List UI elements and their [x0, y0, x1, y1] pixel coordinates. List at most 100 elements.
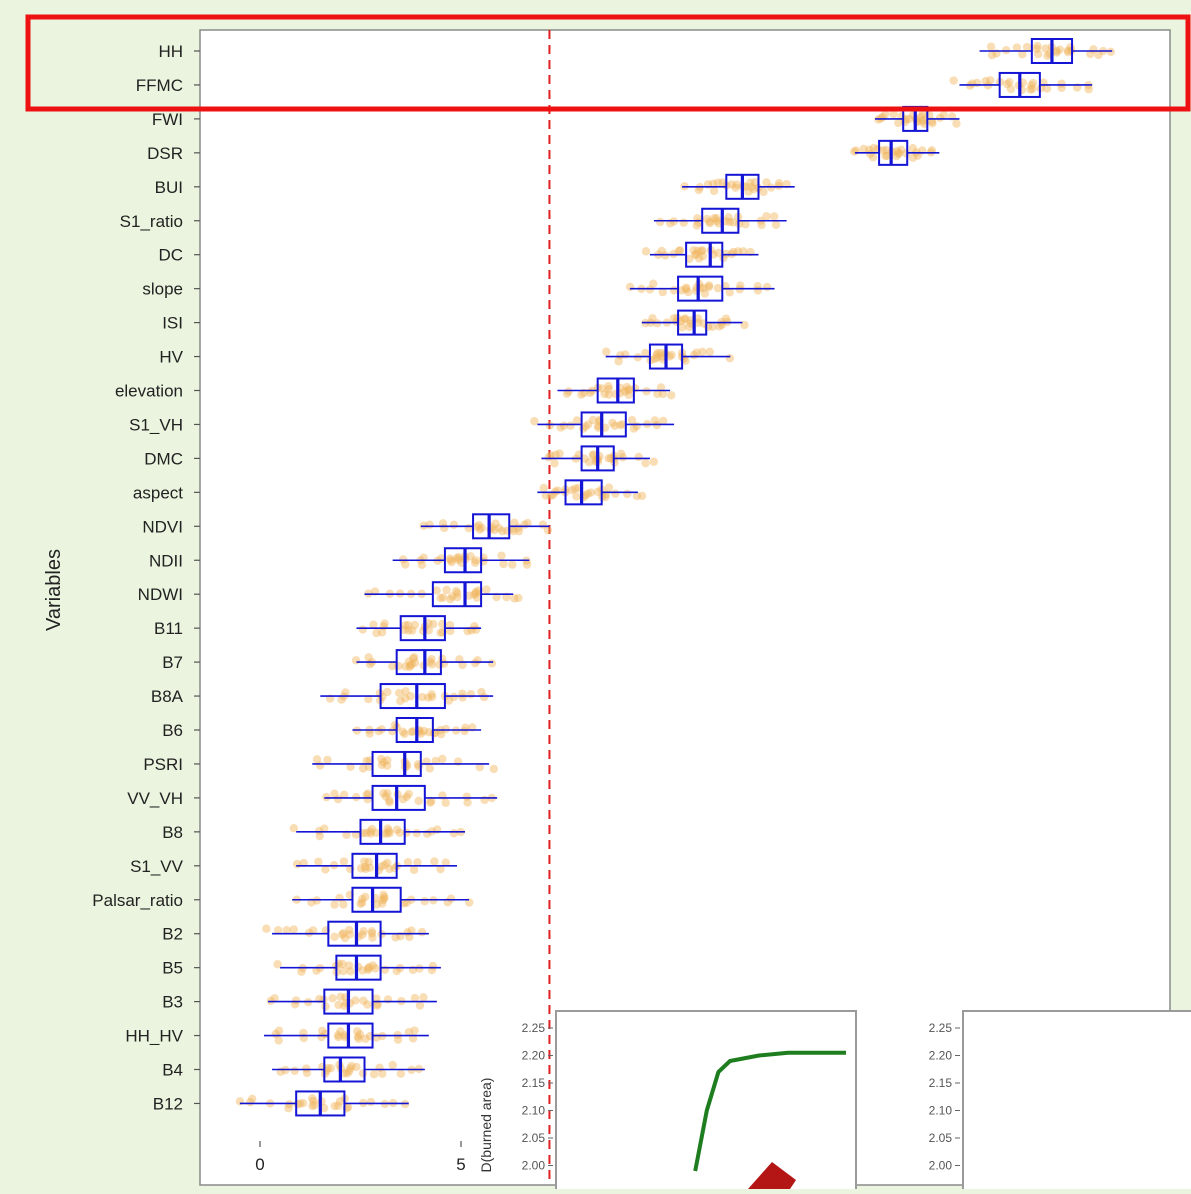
- scatter-point: [928, 119, 937, 128]
- scatter-point: [987, 51, 997, 60]
- scatter-point: [869, 143, 878, 153]
- scatter-point: [952, 119, 961, 128]
- scatter-point: [572, 416, 582, 425]
- scatter-point: [365, 962, 374, 972]
- scatter-point: [427, 660, 437, 669]
- scatter-point: [1026, 85, 1035, 94]
- scatter-point: [624, 390, 633, 400]
- scatter-point: [371, 964, 380, 973]
- scatter-point: [385, 864, 394, 874]
- box-iqr: [685, 241, 724, 268]
- box-iqr: [580, 411, 627, 438]
- scatter-point: [757, 220, 766, 230]
- scatter-point: [472, 593, 482, 602]
- scatter-point: [441, 724, 451, 734]
- scatter-point: [361, 892, 370, 902]
- scatter-point: [750, 178, 760, 187]
- scatter-point: [475, 525, 485, 534]
- scatter-point: [725, 217, 734, 227]
- scatter-point: [419, 993, 428, 1002]
- scatter-point: [336, 1027, 345, 1036]
- scatter-point: [338, 959, 347, 969]
- scatter-point: [705, 219, 715, 228]
- scatter-point: [432, 586, 441, 595]
- scatter-point: [420, 897, 429, 906]
- scatter-point: [986, 76, 995, 85]
- scatter-point: [448, 592, 457, 601]
- scatter-point: [463, 626, 472, 636]
- scatter-point: [586, 488, 596, 497]
- y-tick-label: B7: [162, 653, 183, 672]
- inset-y-tick-label: 2.25: [522, 1021, 546, 1035]
- boxplot-row-DC: [641, 241, 759, 268]
- scatter-point: [689, 245, 698, 255]
- scatter-point: [908, 153, 918, 163]
- scatter-point: [358, 1069, 368, 1078]
- scatter-point: [656, 383, 666, 392]
- scatter-point: [383, 824, 392, 833]
- scatter-point: [669, 314, 679, 323]
- scatter-point: [367, 929, 377, 938]
- scatter-point: [377, 628, 387, 637]
- scatter-point: [415, 1001, 425, 1010]
- scatter-point: [680, 315, 689, 324]
- scatter-point: [318, 1026, 327, 1036]
- scatter-point: [333, 1101, 343, 1111]
- scatter-point: [939, 110, 949, 120]
- scatter-point: [414, 796, 423, 806]
- scatter-point: [378, 899, 387, 908]
- scatter-point: [762, 212, 771, 221]
- scatter-point: [741, 220, 750, 229]
- y-tick-label: HH_HV: [125, 1027, 183, 1046]
- scatter-point: [702, 214, 712, 224]
- scatter-point: [430, 857, 439, 866]
- scatter-point: [1057, 79, 1066, 88]
- scatter-point: [319, 1103, 329, 1113]
- scatter-point: [1006, 84, 1016, 94]
- scatter-point: [270, 994, 279, 1003]
- y-tick-label: S1_VH: [129, 415, 183, 434]
- scatter-point: [736, 281, 745, 290]
- scatter-point: [546, 491, 556, 501]
- scatter-point: [364, 653, 373, 662]
- scatter-point: [771, 220, 781, 229]
- scatter-point: [309, 1096, 318, 1106]
- scatter-point: [248, 1094, 257, 1104]
- scatter-point: [302, 1064, 311, 1073]
- scatter-point: [380, 829, 389, 838]
- scatter-point: [328, 994, 337, 1003]
- scatter-point: [380, 893, 389, 902]
- scatter-point: [355, 1030, 365, 1039]
- scatter-point: [494, 523, 504, 533]
- scatter-point: [555, 449, 564, 458]
- box-iqr: [371, 784, 426, 811]
- y-tick-label: DMC: [144, 449, 183, 468]
- scatter-point: [436, 628, 445, 637]
- scatter-point: [424, 626, 434, 635]
- scatter-point: [393, 1035, 403, 1044]
- scatter-point: [514, 526, 524, 536]
- scatter-point: [721, 314, 731, 323]
- box-iqr: [323, 1056, 366, 1083]
- box-iqr: [395, 717, 434, 743]
- boxplot-row-B8: [289, 818, 466, 845]
- boxplot-row-B6: [352, 717, 482, 743]
- scatter-point: [604, 381, 613, 391]
- scatter-point: [652, 353, 662, 362]
- scatter-point: [454, 553, 463, 562]
- scatter-point: [581, 422, 590, 431]
- scatter-point: [577, 390, 586, 399]
- scatter-point: [385, 798, 394, 807]
- scatter-point: [320, 824, 329, 833]
- scatter-point: [418, 692, 427, 702]
- scatter-point: [371, 828, 381, 838]
- boxplot-row-aspect: [537, 479, 647, 506]
- scatter-point: [369, 620, 378, 629]
- inset-y-tick-label: 2.20: [929, 1049, 953, 1063]
- scatter-point: [641, 458, 650, 468]
- scatter-point: [656, 217, 665, 227]
- scatter-point: [402, 898, 411, 907]
- scatter-point: [694, 254, 704, 263]
- scatter-point: [551, 450, 560, 459]
- scatter-point: [641, 247, 651, 256]
